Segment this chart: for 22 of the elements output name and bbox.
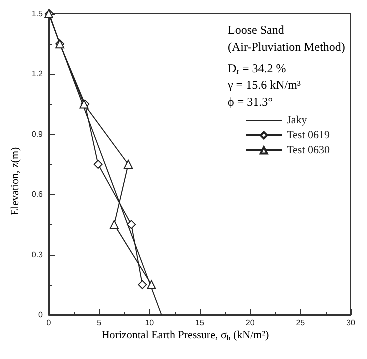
x-tick-label: 15 [196,318,205,328]
annotation: ϕ = 31.3° [228,95,274,109]
legend-label: Jaky [287,114,308,126]
x-tick-label: 25 [296,318,306,328]
x-tick-label: 0 [46,318,52,328]
y-tick-label: 0.6 [32,190,44,200]
y-tick-label: 1.2 [32,70,44,79]
annotation: (Air-Pluviation Method) [228,40,346,54]
legend-label: Test 0630 [287,144,330,156]
y-tick-label: 1.5 [32,10,44,18]
x-tick-label: 30 [346,318,356,328]
x-tick-label: 10 [145,318,155,328]
y-tick-label: 0.9 [32,130,44,139]
x-tick-label: 20 [246,318,256,328]
annotation: γ = 15.6 kN/m³ [227,78,302,92]
y-tick-label: 0.3 [32,250,44,260]
annotation: Loose Sand [228,23,284,37]
legend-label: Test 0619 [287,130,330,142]
y-tick-label: 0 [38,310,44,320]
annotation: Dr = 34.2 % [228,62,286,76]
y-axis-title: Elevation, z(m) [10,146,22,216]
x-tick-label: 5 [97,318,102,328]
